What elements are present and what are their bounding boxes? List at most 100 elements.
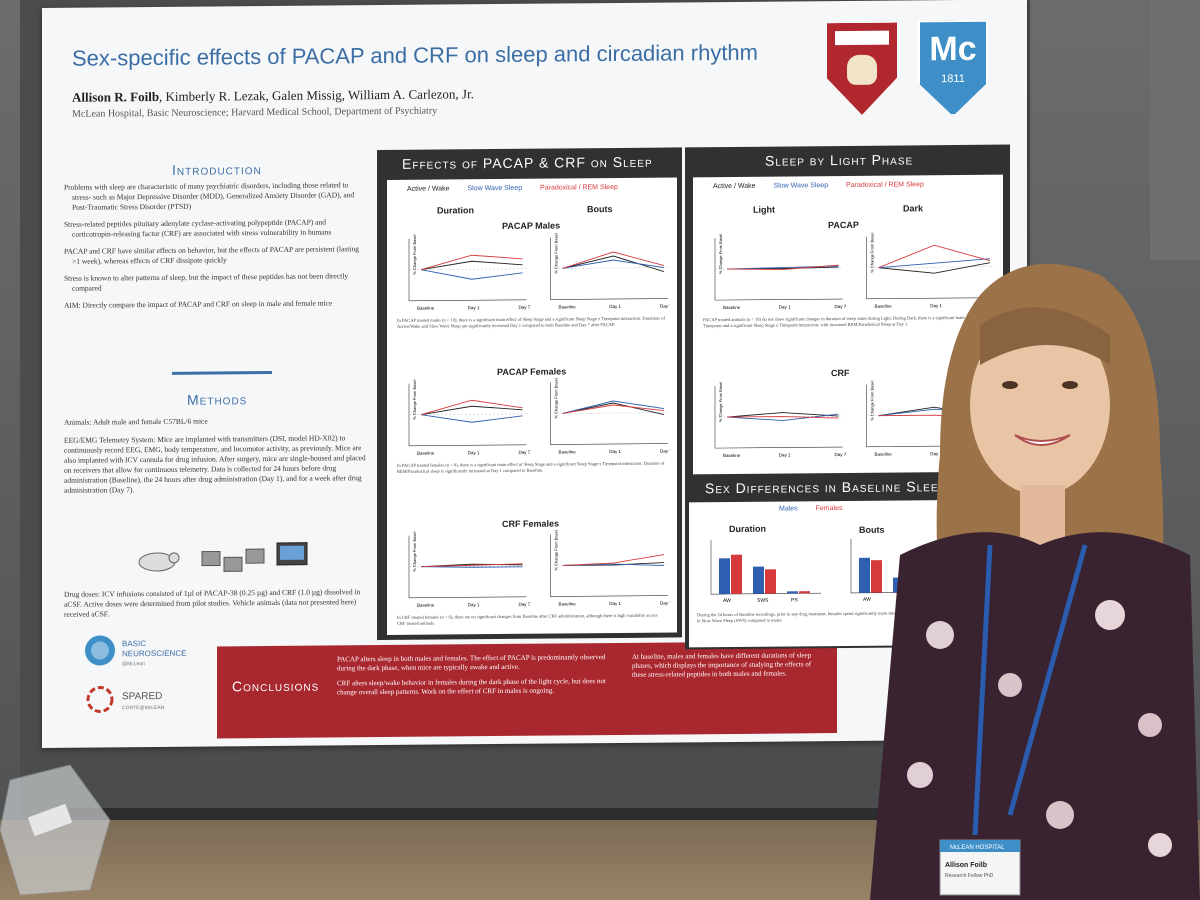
col-bouts: Bouts	[587, 204, 613, 215]
series-line	[562, 255, 665, 273]
methods-heading: Methods	[187, 391, 248, 408]
axis-tick-label: Day 1	[468, 602, 480, 607]
light-legend: Active / Wake Slow Wave Sleep Paradoxica…	[713, 181, 940, 190]
axis-tick-label: Baseline	[417, 306, 435, 311]
plastic-bag	[0, 764, 111, 896]
axis-tick-label: Day 1	[468, 450, 480, 455]
methods-animals: Animals: Adult male and female C57BL/6 m…	[64, 416, 208, 427]
axis-tick-label: Day 7	[519, 305, 531, 310]
axis-ylabel: % Change From Baseline	[870, 380, 875, 421]
chart-pacap-females: % Change From Baseline Baseline Day 1 Day 7…	[408, 378, 670, 456]
badge-name: Allison Foilb	[945, 862, 987, 869]
conclusions-box: Conclusions PACAP alters sleep in both m…	[217, 641, 837, 739]
axis-ylabel: % Change From Baseline	[412, 233, 417, 275]
intro-bullet: Problems with sleep are characteristic o…	[64, 180, 355, 212]
badge-org: McLEAN HOSPITAL	[950, 845, 1005, 851]
logo-spared: SPARED	[122, 691, 162, 702]
axis-tick-label: Baseline	[559, 304, 577, 309]
badge-role: Research Fellow PhD	[945, 873, 994, 879]
series-line	[726, 412, 839, 418]
series-line	[420, 254, 523, 271]
panel-sleep-heading: Effects of PACAP & CRF on Sleep	[402, 153, 653, 172]
col-dark: Dark	[903, 203, 924, 214]
axis-tick-label: Day 7	[660, 303, 670, 308]
logo-conte: CONTE@McLEAN	[122, 705, 165, 711]
conclusions-right: At baseline, males and females have diff…	[632, 651, 822, 686]
tree-icon: BASIC NEUROSCIENCE @McLean	[85, 635, 186, 667]
legend-wake: Active / Wake	[713, 182, 756, 191]
lion-shield-icon	[827, 23, 897, 116]
series-line	[726, 264, 839, 270]
bar	[859, 557, 870, 593]
bar-category-label: AW	[723, 598, 731, 604]
legend-males: Males	[779, 505, 798, 513]
series-line	[420, 563, 523, 568]
group-pacap-females: PACAP Females	[497, 366, 567, 378]
axis-ylabel: % Change From Baseline	[412, 530, 417, 572]
legend-sws: Slow Wave Sleep	[467, 184, 523, 193]
bar	[799, 591, 810, 594]
poster-affiliation: McLean Hospital, Basic Neuroscience; Har…	[72, 105, 438, 120]
caption-pacap-females: In PACAP treated females (n = 8), there …	[397, 460, 665, 474]
axis-tick-label: Day 7	[660, 600, 670, 605]
panel-light-heading: Sleep by Light Phase	[765, 151, 914, 169]
axis-ylabel: % Change From Baseline	[554, 530, 559, 571]
col-light: Light	[753, 204, 775, 215]
axis-tick-label: Day 1	[779, 304, 791, 309]
series-line	[420, 566, 523, 568]
axis-ylabel: % Change From Baseline	[718, 380, 723, 422]
axis-tick-label: Day 1	[930, 303, 942, 308]
caption-crf-females: In CRF treated females (n = 6), there ar…	[397, 612, 658, 626]
series-line	[562, 404, 665, 414]
axis-tick-label: Day 7	[519, 602, 531, 607]
axis-tick-label: Baseline	[417, 451, 435, 456]
wall-panel	[1150, 0, 1200, 260]
series-line	[562, 402, 665, 416]
mclean-shield-icon: Mc 1811	[918, 20, 988, 117]
group-crf: CRF	[831, 367, 850, 379]
axis-tick-label: Baseline	[559, 601, 577, 606]
axis-tick-label: Day 1	[930, 451, 942, 456]
legend-wake: Active / Wake	[407, 185, 450, 193]
legend-rem: Paradoxical / REM Sleep	[540, 183, 618, 192]
axis-tick-label: Day 7	[835, 304, 847, 309]
intro-bullet: PACAP and CRF have similar effects on be…	[64, 244, 359, 266]
caption-pacap-males: In PACAP treated males (n = 10), there i…	[397, 315, 665, 329]
chart-crf-females: % Change From Baseline Baseline Day 1 Day 7…	[408, 530, 670, 608]
bar	[787, 591, 798, 594]
axis-ylabel: % Change From Baseline	[412, 378, 417, 420]
bar-category-label: PS	[791, 597, 798, 603]
series-line	[420, 269, 523, 280]
intro-bullet: Stress is known to alter patterns of sle…	[64, 271, 349, 293]
introduction-heading: Introduction	[172, 161, 262, 178]
axis-tick-label: Day 1	[609, 449, 621, 454]
axis-tick-label: Day 1	[609, 304, 621, 309]
axis-tick-label: Baseline	[559, 449, 577, 454]
axis-tick-label: Day 1	[468, 305, 480, 310]
series-line	[562, 554, 665, 566]
axis-tick-label: Baseline	[417, 603, 435, 608]
mouse-icon	[138, 542, 308, 572]
series-line	[562, 400, 665, 414]
axis-tick-label: Day 1	[609, 601, 621, 606]
bar	[719, 558, 730, 595]
presenter-person: McLEAN HOSPITAL Allison Foilb Research F…	[870, 263, 1200, 900]
methods-telemetry: EEG/EMG Telemetry System: Mice are impla…	[64, 433, 366, 495]
bar	[753, 566, 764, 594]
logo-neuroscience: NEUROSCIENCE	[122, 649, 186, 659]
axis-ylabel: % Change From Baseline	[554, 233, 559, 274]
chart-pacap-males: % Change From Baseline Baseline Day 1 Day 7…	[408, 233, 670, 311]
section-divider	[172, 370, 272, 375]
axis-tick-label: Day 7	[519, 450, 531, 455]
conclusions-heading: Conclusions	[232, 677, 320, 695]
legend-sws: Slow Wave Sleep	[773, 182, 829, 190]
axis-tick-label: Baseline	[723, 453, 741, 458]
bar-category-label: SWS	[757, 598, 769, 604]
bar	[765, 569, 776, 594]
legend-rem: Paradoxical / REM Sleep	[846, 181, 924, 189]
group-crf-females: CRF Females	[502, 518, 560, 529]
conclusion-item: At baseline, males and females have diff…	[632, 651, 812, 679]
panel-sleep-inner: Active / Wake Slow Wave Sleep Paradoxica…	[387, 177, 677, 635]
series-line	[562, 259, 665, 269]
series-line	[420, 414, 523, 423]
